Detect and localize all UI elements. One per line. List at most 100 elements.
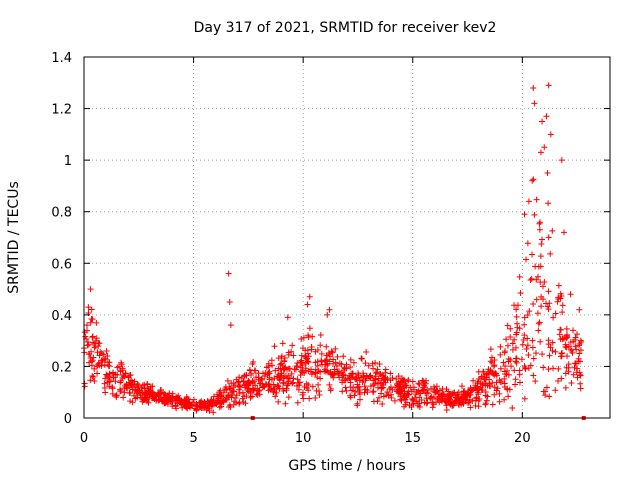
data-point [523,256,530,263]
data-point [331,366,338,373]
data-point [374,366,381,373]
data-point [249,386,256,393]
data-point [423,395,430,402]
data-point [160,389,167,396]
data-point [458,383,465,390]
data-point [555,365,562,372]
data-point [102,375,109,382]
data-point [570,327,577,334]
data-point [530,372,537,379]
data-point [378,377,385,384]
data-point [145,399,152,406]
data-point [255,376,262,383]
data-point [93,335,100,342]
data-point [141,390,148,397]
data-point [340,353,347,360]
data-point [134,386,141,393]
data-point [525,198,532,205]
data-point [330,374,337,381]
data-point [423,400,430,407]
data-point [536,319,543,326]
data-point [169,393,176,400]
data-point [443,386,450,393]
data-point [439,395,446,402]
data-point [402,401,409,408]
data-point [430,394,437,401]
data-point [425,390,432,397]
data-point [370,398,377,405]
data-point [531,100,538,107]
data-point [332,345,339,352]
data-point [484,370,491,377]
data-point [91,365,98,372]
data-point [101,361,108,368]
data-point [103,371,110,378]
data-point [379,401,386,408]
data-point [274,382,281,389]
data-point [127,398,134,405]
data-point [159,398,166,405]
x-tick-label: 15 [404,431,421,446]
data-point [545,234,552,241]
data-point [113,392,120,399]
data-point [550,314,557,321]
data-point [380,381,387,388]
data-point [317,342,324,349]
data-point [373,369,380,376]
data-points [81,82,586,420]
data-point [507,325,514,332]
data-point [103,348,110,355]
data-point [542,388,549,395]
data-point [157,390,164,397]
data-point [306,325,313,332]
data-point [329,349,336,356]
data-point [326,306,333,313]
data-point [534,310,541,317]
data-point [129,399,136,406]
data-point [356,377,363,384]
data-point [348,387,355,394]
data-point [224,377,231,384]
data-point [112,378,119,385]
data-point [382,374,389,381]
data-point [149,383,156,390]
data-point [578,338,585,345]
data-point [402,394,409,401]
data-point [450,402,457,409]
data-point [363,349,370,356]
data-point [206,407,213,414]
data-point [497,351,504,358]
data-point [94,370,101,377]
data-point [441,391,448,398]
data-point [106,359,113,366]
data-point [552,348,559,355]
data-point [239,395,246,402]
data-point [93,319,100,326]
data-point [330,356,337,363]
data-point [118,377,125,384]
data-point [322,368,329,375]
data-point [264,371,271,378]
data-point [417,390,424,397]
data-point [372,376,379,383]
data-point [503,336,510,343]
data-point [443,406,450,413]
data-point [285,378,292,385]
data-point [509,404,516,411]
y-tick-label: 0.4 [51,309,72,324]
data-point [94,349,101,356]
data-point [557,326,564,333]
data-point [247,389,254,396]
y-axis-label: SRMTID / TECUs [6,181,22,294]
data-point [563,325,570,332]
data-point [533,196,540,203]
data-point [519,341,526,348]
data-point [563,364,570,371]
data-point [559,302,566,309]
data-point [431,383,438,390]
data-point [539,351,546,358]
data-point [327,353,334,360]
data-point [300,334,307,341]
data-point [482,401,489,408]
data-point [369,360,376,367]
